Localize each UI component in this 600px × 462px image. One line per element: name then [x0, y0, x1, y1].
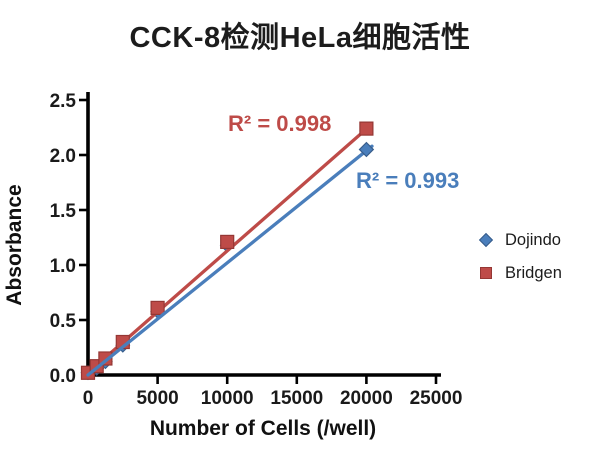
- data-point-square: [150, 300, 165, 315]
- x-tick-label: 15000: [270, 388, 323, 409]
- legend-item-dojindo: Dojindo: [478, 230, 562, 250]
- legend-label: Bridgen: [505, 263, 562, 282]
- legend-item-bridgen: Bridgen: [480, 263, 562, 283]
- x-tick-label: 20000: [340, 388, 393, 409]
- x-tick-label: 0: [83, 388, 94, 409]
- y-tick-label: 2.0: [50, 146, 76, 167]
- y-tick-label: 1.0: [50, 256, 76, 277]
- diamond-marker-icon: [478, 232, 494, 248]
- data-point-diamond: [358, 141, 375, 158]
- square-marker-icon: [480, 267, 492, 279]
- y-tick-label: 0.5: [50, 311, 77, 332]
- r2-annotation-bridgen: R² = 0.998: [228, 111, 332, 136]
- y-tick-label: 2.5: [50, 91, 77, 112]
- trendline: [86, 144, 374, 377]
- legend-label: Dojindo: [505, 230, 561, 249]
- data-point-square: [220, 234, 235, 249]
- y-tick-label: 0.0: [50, 366, 76, 387]
- x-tick-label: 25000: [410, 388, 463, 409]
- chart-title: CCK-8检测HeLa细胞活性: [129, 22, 471, 54]
- x-tick-label: 5000: [136, 388, 178, 409]
- legend: Dojindo Bridgen: [478, 230, 562, 283]
- data-point-square: [359, 121, 374, 136]
- trendline: [86, 123, 373, 375]
- x-axis-title: Number of Cells (/well): [149, 417, 377, 440]
- y-tick-label: 1.5: [50, 201, 77, 222]
- y-axis-title: Absorbance: [3, 184, 26, 306]
- r2-annotation-dojindo: R² = 0.993: [356, 168, 460, 193]
- x-tick-label: 10000: [201, 388, 254, 409]
